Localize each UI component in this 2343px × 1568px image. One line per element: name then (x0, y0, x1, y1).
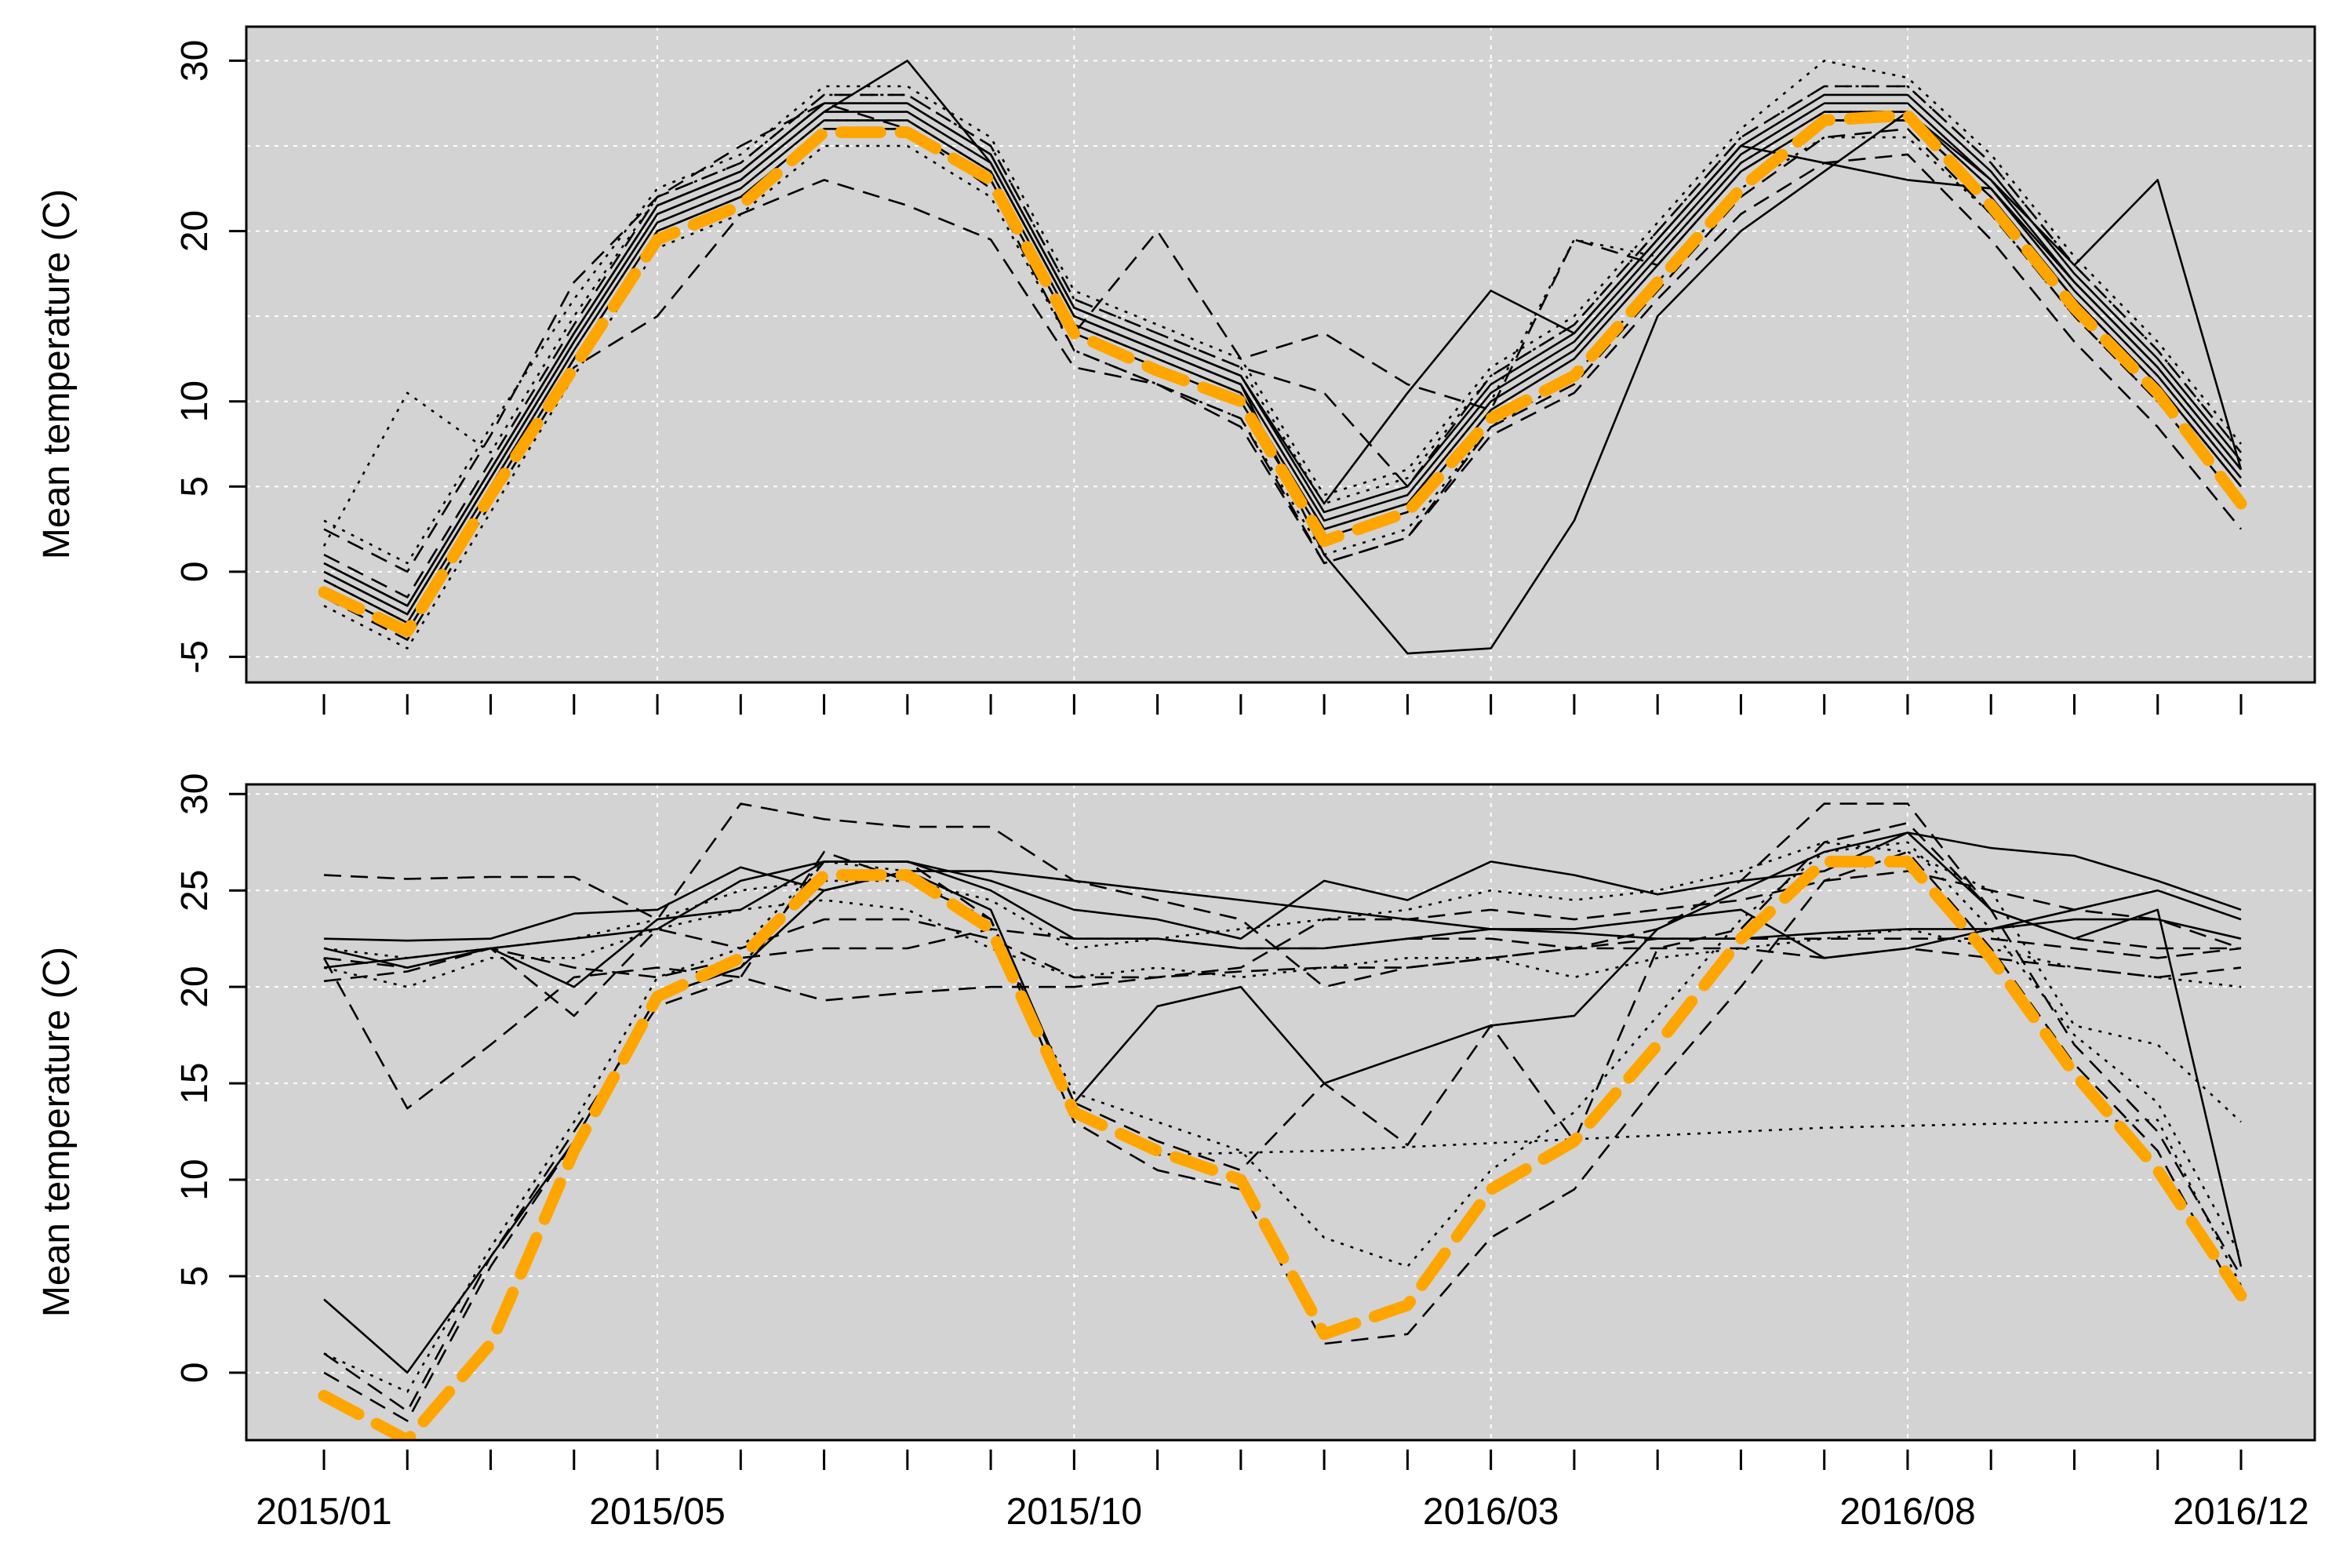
series-line-13 (323, 136, 2243, 649)
y-tick-label: 30 (174, 773, 216, 815)
x-tick-label: 2015/01 (256, 1491, 392, 1533)
y-tick-label: 0 (174, 1362, 216, 1384)
y-tick-label: 10 (174, 380, 216, 422)
series-line-5 (323, 802, 2241, 988)
y-axis-ticks (229, 59, 246, 658)
y-tick-label: -5 (174, 640, 216, 674)
y-tick-label: 0 (174, 562, 216, 583)
series-line-1 (323, 866, 2242, 942)
series-group (318, 60, 2247, 655)
x-axis-ticks (322, 1450, 2243, 1470)
series-line-10 (323, 870, 2242, 1017)
x-axis-ticks (322, 694, 2243, 715)
x-tick-label: 2015/05 (589, 1491, 726, 1533)
chart-panel-top: -5 0 5 10 20 30 Mean temperature (C) (36, 25, 2316, 715)
x-tick-label: 2016/12 (2173, 1491, 2309, 1533)
y-tick-label: 15 (174, 1062, 216, 1104)
series-line-13 (323, 841, 2243, 1393)
y-tick-label: 30 (174, 40, 216, 82)
series-line-6 (322, 947, 2242, 1110)
plot-frame (245, 783, 2316, 1442)
x-tick-label: 2016/08 (1839, 1491, 1976, 1533)
series-line-8 (323, 153, 2243, 641)
series-line-9 (323, 928, 2242, 979)
y-axis-title: Mean temperature (C) (36, 947, 78, 1317)
y-tick-label: 20 (174, 210, 216, 252)
series-line-10 (323, 85, 2243, 598)
grid-lines (246, 27, 2315, 682)
x-tick-label: 2016/03 (1423, 1491, 1559, 1533)
y-tick-label: 20 (174, 966, 216, 1007)
plot-frame (245, 25, 2316, 684)
plot-background (246, 784, 2315, 1440)
reference-line (318, 109, 2247, 638)
series-line-11 (323, 60, 2243, 565)
series-line-14 (323, 111, 2243, 624)
series-group (318, 802, 2247, 1440)
series-line-14 (1157, 1119, 2243, 1286)
series-line-6 (323, 102, 2243, 607)
series-line-7 (323, 102, 2243, 573)
series-line-7 (323, 850, 2243, 1413)
y-axis-ticks (229, 792, 246, 1374)
chart-panel-bottom: 2015/01 2015/05 2015/10 2016/03 2016/08 2016/… (36, 773, 2316, 1533)
x-tick-label: 2015/10 (1006, 1491, 1143, 1533)
y-axis-title: Mean temperature (C) (36, 189, 78, 559)
reference-line (318, 855, 2247, 1440)
plot-background (246, 27, 2315, 682)
y-tick-label: 5 (174, 476, 216, 497)
y-tick-label: 25 (174, 870, 216, 911)
y-tick-label: 10 (174, 1159, 216, 1200)
series-line-4 (323, 831, 2242, 988)
y-tick-label: 5 (174, 1266, 216, 1287)
